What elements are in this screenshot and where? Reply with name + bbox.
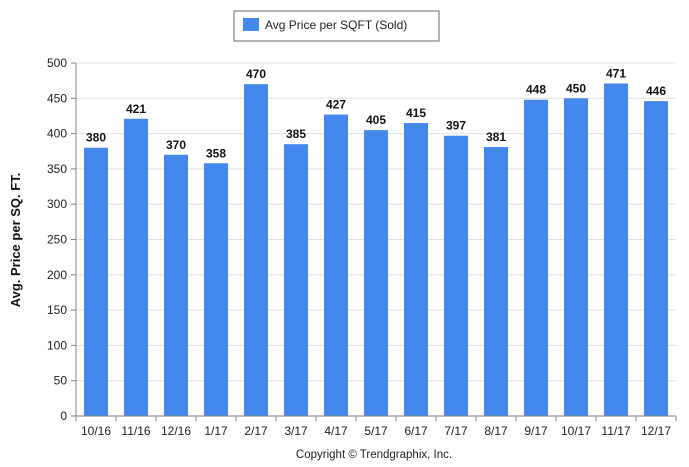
x-tick-label: 1/17 — [204, 424, 228, 438]
x-axis-ticks: 10/16 11/16 12/16 1/17 2/17 3/17 4/17 5/17 6/17 7… — [75, 416, 677, 438]
x-tick-label: 9/17 — [524, 424, 548, 438]
y-tick-label: 500 — [47, 56, 67, 70]
data-label: 448 — [526, 83, 546, 97]
x-tick-label: 10/17 — [561, 424, 591, 438]
y-tick-label: 200 — [47, 268, 67, 282]
y-axis-title: Avg. Price per SQ. FT. — [8, 173, 23, 308]
data-label: 450 — [566, 81, 586, 95]
y-tick-label: 250 — [47, 233, 67, 247]
legend: Avg Price per SQFT (Sold) — [233, 10, 440, 42]
bar — [644, 101, 668, 417]
y-tick-label: 450 — [47, 91, 67, 105]
bar — [324, 114, 348, 417]
x-tick-label: 11/17 — [601, 424, 630, 438]
bar — [124, 118, 148, 417]
y-tick-label: 350 — [47, 162, 67, 176]
data-label: 381 — [486, 130, 506, 144]
x-tick-label: 12/16 — [161, 424, 191, 438]
y-tick-label: 0 — [60, 409, 67, 423]
data-label: 470 — [246, 67, 266, 81]
legend-box — [233, 10, 440, 42]
y-tick-label: 50 — [54, 374, 68, 388]
y-tick-label: 150 — [47, 303, 67, 317]
bars — [84, 83, 668, 417]
bar — [404, 123, 428, 416]
bar — [164, 154, 188, 416]
bar — [444, 135, 468, 416]
legend-label: Avg Price per SQFT (Sold) — [265, 18, 407, 32]
data-labels: 380 421 370 358 470 385 427 405 415 397 381 448 450 4… — [86, 66, 666, 160]
data-label: 415 — [406, 106, 426, 120]
bar — [524, 99, 548, 416]
bar — [484, 147, 508, 416]
y-tick-label: 400 — [47, 127, 67, 141]
x-tick-label: 11/16 — [121, 424, 150, 438]
bar — [604, 83, 628, 416]
data-label: 380 — [86, 131, 106, 145]
x-tick-label: 8/17 — [484, 424, 508, 438]
data-label: 471 — [606, 66, 626, 80]
y-tick-label: 300 — [47, 197, 67, 211]
x-tick-label: 12/17 — [641, 424, 671, 438]
bar — [84, 147, 108, 416]
data-label: 397 — [446, 119, 466, 133]
x-tick-label: 4/17 — [324, 424, 348, 438]
data-label: 358 — [206, 146, 226, 160]
x-tick-label: 7/17 — [444, 424, 468, 438]
bar — [204, 163, 228, 416]
bar — [284, 144, 308, 416]
bar — [564, 98, 588, 417]
data-label: 421 — [126, 102, 146, 116]
legend-swatch — [243, 18, 259, 31]
x-tick-label: 3/17 — [284, 424, 308, 438]
x-tick-label: 10/16 — [81, 424, 111, 438]
bar — [244, 84, 268, 417]
data-label: 446 — [646, 84, 666, 98]
x-tick-label: 6/17 — [404, 424, 428, 438]
data-label: 427 — [326, 98, 346, 112]
y-axis-ticks: 0 50 100 150 200 250 300 350 400 450 500 — [47, 56, 76, 423]
y-tick-label: 100 — [47, 338, 67, 352]
copyright-text: Copyright © Trendgraphix, Inc. — [296, 449, 452, 461]
bar — [364, 130, 388, 416]
data-label: 370 — [166, 138, 186, 152]
x-tick-label: 5/17 — [364, 424, 388, 438]
x-tick-label: 2/17 — [244, 424, 268, 438]
data-label: 385 — [286, 127, 306, 141]
data-label: 405 — [366, 113, 386, 127]
